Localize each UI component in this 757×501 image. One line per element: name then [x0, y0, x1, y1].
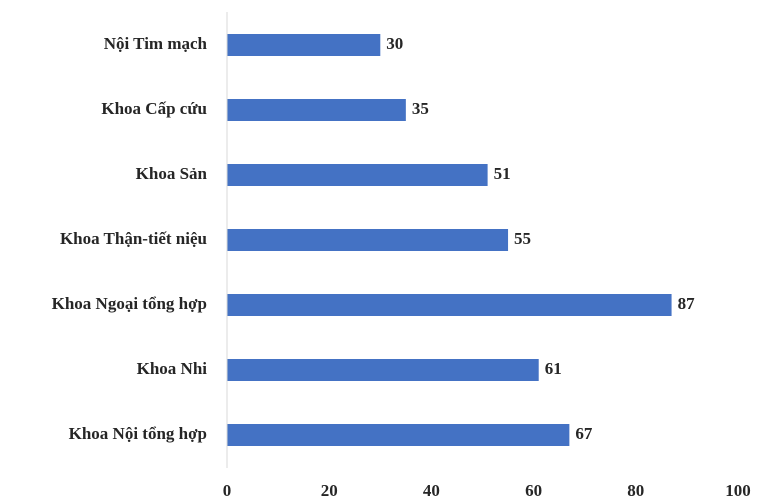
data-label: 67 — [575, 424, 593, 443]
x-tick-label: 40 — [423, 481, 440, 500]
x-tick-label: 20 — [321, 481, 338, 500]
bar — [227, 229, 509, 251]
data-label: 55 — [514, 229, 531, 248]
category-label: Khoa Cấp cứu — [101, 99, 207, 118]
data-label: 30 — [386, 34, 403, 53]
category-label: Khoa Nhi — [137, 359, 208, 378]
bars-layer — [227, 34, 672, 446]
bar — [227, 99, 406, 121]
data-label: 51 — [494, 164, 511, 183]
category-label: Khoa Nội tổng hợp — [69, 424, 207, 443]
x-tick-label: 60 — [525, 481, 542, 500]
bar — [227, 424, 570, 446]
x-tick-label: 100 — [725, 481, 751, 500]
category-label: Khoa Ngoại tổng hợp — [52, 294, 207, 313]
bar — [227, 359, 539, 381]
x-tick-label: 80 — [627, 481, 644, 500]
x-tick-label: 0 — [223, 481, 232, 500]
bar — [227, 34, 381, 56]
x-axis-ticks: 0 20 40 60 80 100 — [223, 481, 751, 500]
bar — [227, 164, 488, 186]
data-label: 35 — [412, 99, 429, 118]
data-label: 87 — [678, 294, 696, 313]
category-label: Khoa Thận-tiết niệu — [60, 229, 207, 248]
data-label: 61 — [545, 359, 562, 378]
labels-layer: Nội Tim mạch 30 Khoa Cấp cứu 35 Khoa Sản 51 Kh… — [52, 34, 695, 443]
bar — [227, 294, 672, 316]
category-label: Khoa Sản — [136, 164, 208, 183]
category-label: Nội Tim mạch — [104, 34, 208, 53]
